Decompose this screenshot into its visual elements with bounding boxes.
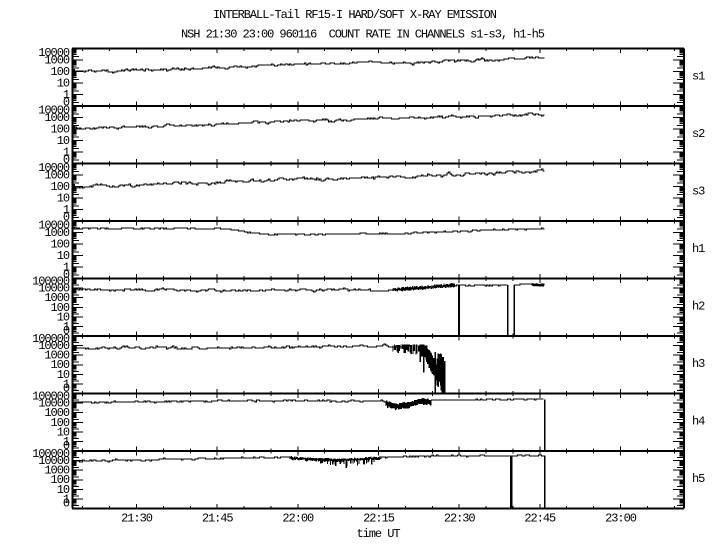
svg-text:10000: 10000 (38, 104, 70, 118)
svg-text:h2: h2 (692, 300, 705, 314)
svg-text:100: 100 (51, 180, 70, 194)
svg-text:0: 0 (63, 324, 70, 338)
svg-text:10000: 10000 (38, 339, 70, 353)
svg-text:21:45: 21:45 (202, 512, 234, 526)
svg-text:100: 100 (51, 238, 70, 252)
svg-text:1000: 1000 (44, 226, 69, 240)
svg-text:10: 10 (57, 310, 70, 324)
svg-text:22:00: 22:00 (282, 512, 314, 526)
svg-text:h3: h3 (692, 357, 705, 371)
svg-text:10: 10 (57, 77, 70, 91)
svg-text:10: 10 (57, 134, 70, 148)
svg-text:1000: 1000 (44, 464, 69, 478)
svg-text:0: 0 (63, 153, 70, 167)
svg-text:100: 100 (51, 358, 70, 372)
svg-text:22:45: 22:45 (524, 512, 556, 526)
svg-text:1: 1 (63, 320, 70, 334)
svg-text:1000: 1000 (44, 111, 69, 125)
svg-text:10: 10 (57, 425, 70, 439)
svg-text:100: 100 (51, 416, 70, 430)
svg-text:22:30: 22:30 (444, 512, 476, 526)
svg-text:0: 0 (63, 382, 70, 396)
svg-text:1: 1 (63, 377, 70, 391)
svg-text:100: 100 (51, 123, 70, 137)
svg-text:100000: 100000 (32, 332, 70, 346)
svg-text:10: 10 (57, 483, 70, 497)
svg-text:10000: 10000 (38, 454, 70, 468)
svg-text:h1: h1 (692, 242, 705, 256)
svg-text:23:00: 23:00 (605, 512, 637, 526)
svg-text:0: 0 (63, 497, 70, 511)
svg-text:1000: 1000 (44, 169, 69, 183)
svg-text:1: 1 (63, 203, 70, 217)
svg-text:0: 0 (63, 211, 70, 225)
svg-text:1000: 1000 (44, 54, 69, 68)
svg-text:100000: 100000 (32, 275, 70, 289)
svg-text:21:30: 21:30 (121, 512, 153, 526)
svg-text:h5: h5 (692, 472, 705, 486)
svg-text:1: 1 (63, 492, 70, 506)
svg-text:0: 0 (63, 439, 70, 453)
svg-text:1: 1 (63, 435, 70, 449)
svg-text:100000: 100000 (32, 447, 70, 461)
svg-text:0: 0 (63, 96, 70, 110)
svg-text:22:15: 22:15 (363, 512, 395, 526)
svg-text:100: 100 (51, 473, 70, 487)
svg-text:10000: 10000 (38, 282, 70, 296)
svg-text:s3: s3 (692, 185, 705, 199)
svg-text:1000: 1000 (44, 291, 69, 305)
svg-text:0: 0 (63, 268, 70, 282)
svg-text:1000: 1000 (44, 349, 69, 363)
svg-text:10: 10 (57, 192, 70, 206)
svg-text:s2: s2 (692, 127, 705, 141)
svg-text:time UT: time UT (356, 527, 400, 541)
svg-text:10000: 10000 (38, 46, 70, 60)
svg-text:10: 10 (57, 368, 70, 382)
svg-text:1: 1 (63, 88, 70, 102)
svg-text:100: 100 (51, 301, 70, 315)
svg-text:NSH 21:30 23:00 960116 COUNT: NSH 21:30 23:00 960116 COUNT RATE IN CHA… (181, 28, 545, 42)
svg-text:1: 1 (63, 146, 70, 160)
svg-text:h4: h4 (692, 415, 705, 429)
svg-text:10000: 10000 (38, 161, 70, 175)
svg-text:1000: 1000 (44, 406, 69, 420)
svg-text:s1: s1 (692, 70, 705, 84)
svg-text:100: 100 (51, 65, 70, 79)
svg-text:10: 10 (57, 249, 70, 263)
svg-text:10000: 10000 (38, 397, 70, 411)
svg-text:100000: 100000 (32, 390, 70, 404)
svg-text:1: 1 (63, 261, 70, 275)
svg-text:INTERBALL-Tail RF15-I HARD/SOF: INTERBALL-Tail RF15-I HARD/SOFT X-RAY EM… (213, 8, 497, 22)
svg-text:10000: 10000 (38, 219, 70, 233)
